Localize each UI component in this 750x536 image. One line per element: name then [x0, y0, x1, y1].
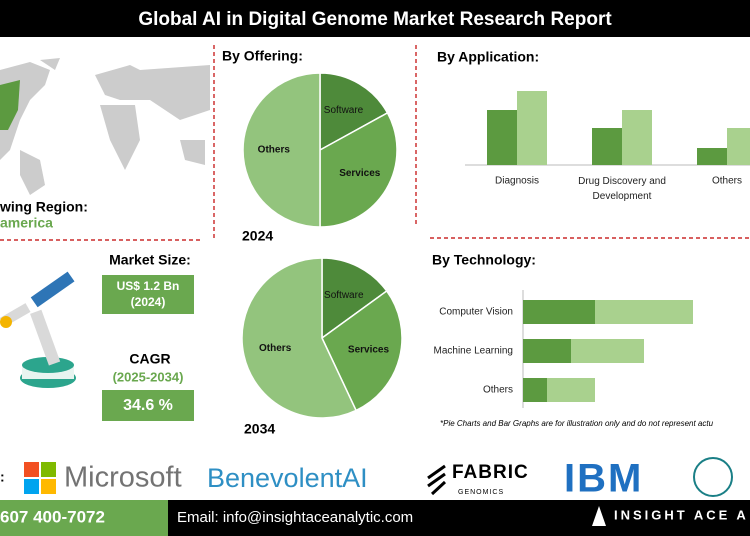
companies-label: : [0, 469, 5, 485]
bar [727, 128, 750, 165]
company-name: FABRIC [452, 462, 529, 483]
phone: 607 400-7072 [0, 507, 105, 526]
microsoft-icon [24, 462, 56, 494]
market-size-value: US$ 1.2 Bn [117, 279, 180, 293]
cagr-period: (2025-2034) [113, 369, 184, 384]
brand: INSIGHT ACE A [614, 507, 749, 522]
bar [547, 378, 595, 402]
market-size-year: (2024) [131, 295, 166, 309]
region-label: wing Region: [0, 199, 88, 215]
title: Global AI in Digital Genome Market Resea… [138, 9, 612, 30]
market-size-box [102, 275, 194, 314]
fabric-icon [427, 464, 447, 496]
company-name: Microsoft [64, 462, 182, 494]
brand-icon [592, 506, 606, 526]
note: *Pie Charts and Bar Graphs are for illus… [440, 419, 714, 428]
slice-label: Services [348, 345, 390, 356]
pie-slice [319, 72, 389, 152]
robot-illustration [0, 271, 76, 388]
pie-slice [241, 257, 358, 419]
chart-title: By Technology: [432, 252, 536, 268]
bar [523, 378, 547, 402]
bar [622, 110, 652, 165]
region-value: america [0, 215, 53, 231]
partner-logo [693, 457, 733, 497]
slice-label: Software [324, 105, 364, 116]
category-label: Computer Vision [439, 307, 513, 318]
dividers [0, 45, 750, 241]
company-name: GENOMICS [458, 489, 504, 496]
phone-box [0, 500, 168, 536]
bar [697, 148, 727, 165]
pie-caption: 2024 [242, 228, 273, 244]
cagr-box [102, 390, 194, 421]
company-name: BenevolentAI [207, 463, 368, 493]
slice-label: Others [259, 343, 292, 354]
pie-slice [319, 111, 398, 228]
bar [592, 128, 622, 165]
bar [523, 300, 595, 324]
bar [517, 91, 547, 165]
chart-title: By Offering: [222, 48, 303, 64]
company-name: IBM [564, 457, 643, 501]
cagr-label: CAGR [129, 351, 170, 367]
header-bar [0, 0, 750, 37]
market-size-label: Market Size: [109, 252, 191, 268]
cagr-value: 34.6 % [123, 397, 173, 414]
pie-caption: 2034 [244, 421, 275, 437]
category-label: Machine Learning [434, 346, 514, 357]
pie-slice [242, 72, 321, 228]
slice-label: Others [258, 145, 291, 156]
slice-label: Software [324, 290, 364, 301]
world-map [0, 58, 210, 195]
bar [571, 339, 644, 363]
pie-slice [321, 289, 403, 412]
bar [595, 300, 693, 324]
category-label: Diagnosis [495, 176, 539, 187]
email: Email: info@insightaceanalytic.com [177, 509, 413, 526]
bar [487, 110, 517, 165]
category-label: Drug Discovery and Development [578, 176, 666, 202]
pie-slice [321, 257, 388, 340]
category-label: Others [483, 385, 513, 396]
slice-label: Services [339, 168, 381, 179]
category-label: Others [712, 176, 742, 187]
bar [523, 339, 571, 363]
chart-title: By Application: [437, 49, 539, 65]
